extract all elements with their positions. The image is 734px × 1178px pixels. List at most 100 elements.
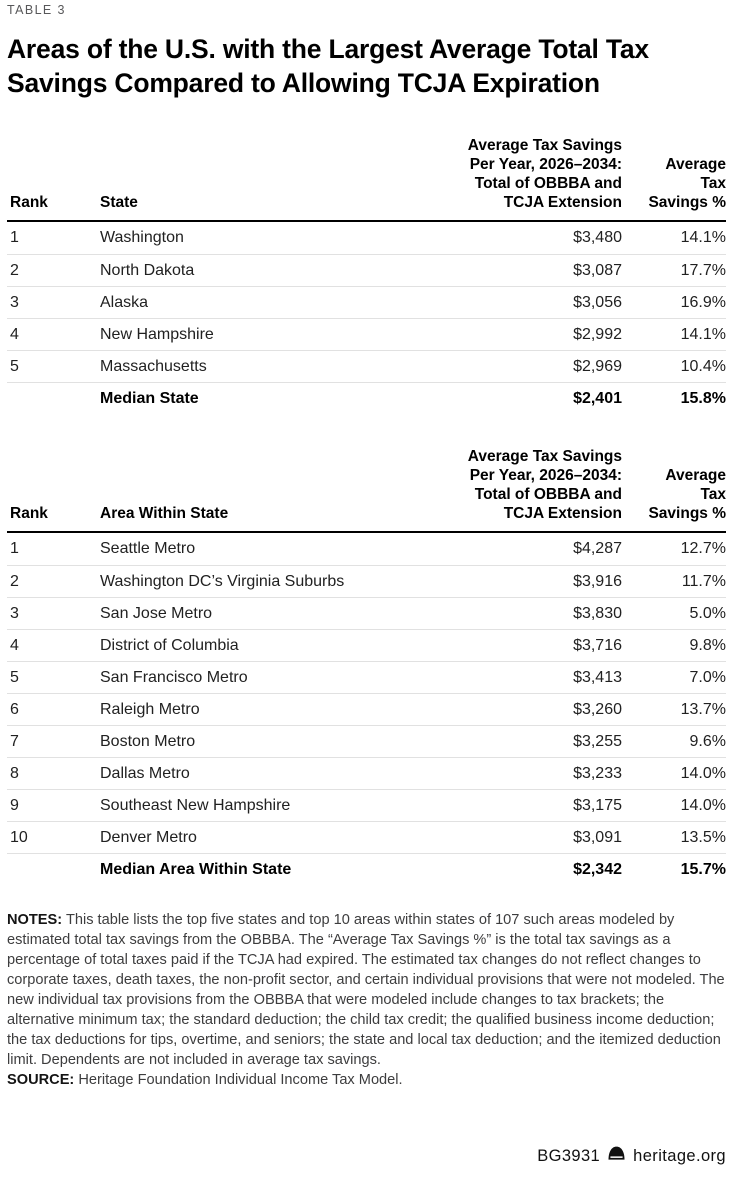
- col-header-rank: Rank: [10, 505, 48, 522]
- name-cell: Washington DC’s Virginia Suburbs: [100, 572, 345, 590]
- rank-cell: 5: [10, 357, 19, 375]
- rank-cell: 1: [10, 540, 19, 557]
- table-row: 2 Washington DC’s Virginia Suburbs $3,91…: [7, 565, 726, 597]
- pct-cell: 13.5%: [680, 828, 726, 846]
- value-cell: $3,175: [573, 796, 622, 814]
- page-title: Areas of the U.S. with the Largest Avera…: [7, 34, 649, 98]
- value-cell: $3,091: [573, 828, 622, 846]
- name-cell: San Francisco Metro: [100, 668, 248, 686]
- value-cell: $3,260: [573, 700, 622, 718]
- rank-cell: 3: [10, 604, 19, 622]
- name-cell: Alaska: [100, 293, 149, 311]
- footer-site-link[interactable]: heritage.org: [633, 1146, 726, 1165]
- area-table: Rank Area Within State Average Tax Savin…: [7, 447, 726, 885]
- pct-cell: 16.9%: [680, 293, 726, 311]
- rank-cell: 2: [10, 261, 19, 279]
- source-text: Heritage Foundation Individual Income Ta…: [78, 1072, 403, 1088]
- value-cell: $2,992: [573, 325, 622, 343]
- pct-cell: 15.7%: [680, 860, 726, 878]
- name-cell: North Dakota: [100, 261, 195, 279]
- rank-cell: 9: [10, 796, 19, 814]
- table-row: 9 Southeast New Hampshire $3,175 14.0%: [7, 789, 726, 821]
- value-cell: $3,233: [573, 764, 622, 782]
- name-cell: New Hampshire: [100, 325, 214, 343]
- col-header-avg-savings: Average Tax Savings Per Year, 2026–2034:…: [467, 448, 622, 522]
- pct-cell: 17.7%: [680, 261, 726, 279]
- rank-cell: 7: [10, 732, 19, 750]
- rank-cell: 1: [10, 229, 19, 246]
- table-label: TABLE 3: [7, 3, 66, 17]
- state-table: Rank State Average Tax Savings Per Year,…: [7, 136, 726, 414]
- col-header-savings-pct: Average Tax Savings %: [648, 156, 726, 211]
- median-row: Median State $2,401 15.8%: [7, 382, 726, 414]
- rank-cell: 8: [10, 764, 19, 782]
- pct-cell: 9.6%: [689, 732, 726, 750]
- value-cell: $3,480: [573, 229, 622, 246]
- source-label: SOURCE:: [7, 1072, 75, 1088]
- name-cell: Raleigh Metro: [100, 700, 200, 718]
- value-cell: $4,287: [573, 540, 622, 557]
- table-row: 4 District of Columbia $3,716 9.8%: [7, 629, 726, 661]
- rank-cell: 4: [10, 636, 19, 654]
- document-page: TABLE 3 Areas of the U.S. with the Large…: [7, 3, 726, 1165]
- pct-cell: 13.7%: [680, 700, 726, 718]
- value-cell: $3,255: [573, 732, 622, 750]
- rank-cell: 5: [10, 668, 19, 686]
- col-header-state: State: [100, 194, 138, 211]
- value-cell: $3,716: [573, 636, 622, 654]
- rank-cell: 2: [10, 572, 19, 590]
- col-header-savings-pct: Average Tax Savings %: [648, 467, 726, 522]
- value-cell: $3,087: [573, 261, 622, 279]
- value-cell: $3,056: [573, 293, 622, 311]
- table-row: 2 North Dakota $3,087 17.7%: [7, 254, 726, 286]
- median-row: Median Area Within State $2,342 15.7%: [7, 853, 726, 885]
- state-table-header: Rank State Average Tax Savings Per Year,…: [7, 136, 726, 222]
- name-cell: Massachusetts: [100, 357, 207, 375]
- name-cell: San Jose Metro: [100, 604, 213, 622]
- table-row: 5 Massachusetts $2,969 10.4%: [7, 350, 726, 382]
- pct-cell: 15.8%: [680, 389, 726, 407]
- col-header-area: Area Within State: [100, 505, 229, 522]
- table-row: 7 Boston Metro $3,255 9.6%: [7, 725, 726, 757]
- rank-cell: 10: [10, 828, 28, 846]
- table-row: 1 Seattle Metro $4,287 12.7%: [7, 533, 726, 565]
- liberty-bell-icon: [607, 1145, 626, 1167]
- table-row: 4 New Hampshire $2,992 14.1%: [7, 318, 726, 350]
- state-table-body: 1 Washington $3,480 14.1% 2 North Dakota…: [7, 222, 726, 414]
- name-cell: Seattle Metro: [100, 540, 196, 557]
- value-cell: $3,916: [573, 572, 622, 590]
- name-cell: Median State: [100, 389, 199, 407]
- value-cell: $2,969: [573, 357, 622, 375]
- footer: BG3931 heritage.org: [537, 1145, 726, 1167]
- name-cell: District of Columbia: [100, 636, 239, 654]
- pct-cell: 14.0%: [680, 796, 726, 814]
- pct-cell: 10.4%: [680, 357, 726, 375]
- name-cell: Washington: [100, 229, 184, 246]
- table-row: 10 Denver Metro $3,091 13.5%: [7, 821, 726, 853]
- name-cell: Median Area Within State: [100, 860, 292, 878]
- table-row: 1 Washington $3,480 14.1%: [7, 222, 726, 254]
- notes-label: NOTES:: [7, 912, 63, 928]
- table-row: 3 San Jose Metro $3,830 5.0%: [7, 597, 726, 629]
- notes-text: This table lists the top five states and…: [7, 912, 725, 1068]
- notes-paragraph: NOTES: This table lists the top five sta…: [7, 910, 726, 1070]
- rank-cell: 6: [10, 700, 19, 718]
- table-row: 8 Dallas Metro $3,233 14.0%: [7, 757, 726, 789]
- pct-cell: 14.1%: [680, 325, 726, 343]
- rank-cell: 4: [10, 325, 19, 343]
- rank-cell: 3: [10, 293, 19, 311]
- area-table-body: 1 Seattle Metro $4,287 12.7% 2 Washingto…: [7, 533, 726, 885]
- name-cell: Denver Metro: [100, 828, 197, 846]
- table-row: 6 Raleigh Metro $3,260 13.7%: [7, 693, 726, 725]
- pct-cell: 7.0%: [689, 668, 726, 686]
- source-line: SOURCE: Heritage Foundation Individual I…: [7, 1070, 726, 1090]
- value-cell: $3,830: [573, 604, 622, 622]
- pct-cell: 14.0%: [680, 764, 726, 782]
- area-table-header: Rank Area Within State Average Tax Savin…: [7, 447, 726, 533]
- pct-cell: 9.8%: [689, 636, 726, 654]
- table-row: 5 San Francisco Metro $3,413 7.0%: [7, 661, 726, 693]
- pct-cell: 12.7%: [680, 540, 726, 557]
- value-cell: $2,342: [573, 860, 622, 878]
- name-cell: Southeast New Hampshire: [100, 796, 291, 814]
- pct-cell: 11.7%: [681, 572, 726, 590]
